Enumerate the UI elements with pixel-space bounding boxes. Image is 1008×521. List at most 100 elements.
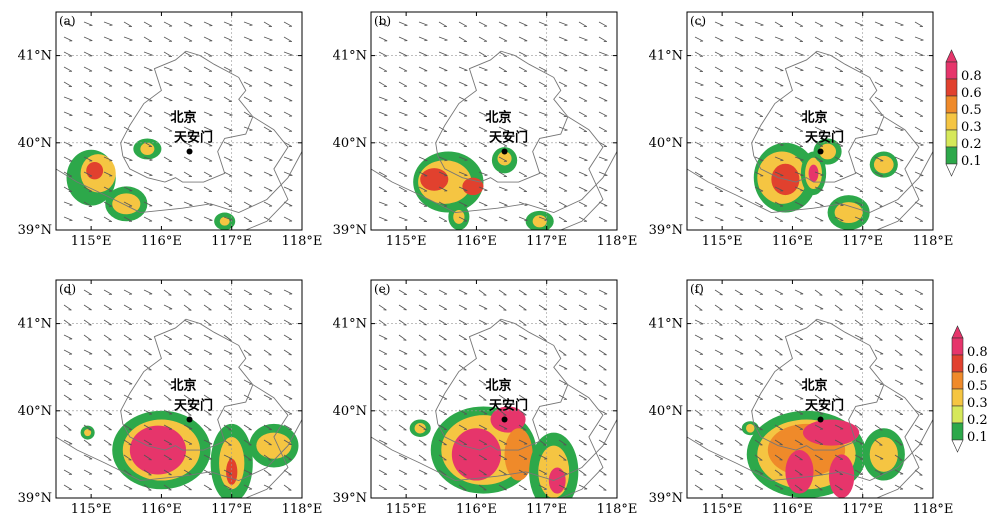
station-marker	[501, 148, 508, 155]
precip-area	[746, 423, 755, 433]
tianjin-boundary	[560, 384, 604, 498]
precip-area	[808, 164, 819, 183]
tianjin-boundary	[876, 116, 920, 230]
precip-area	[490, 406, 526, 433]
tianjin-boundary	[560, 116, 604, 230]
station-label: 天安门	[805, 398, 844, 414]
precip-area	[84, 429, 92, 437]
city-label: 北京	[802, 110, 828, 126]
colorbar-top: 0.8 0.6 0.5 0.3 0.2 0.1	[945, 49, 982, 177]
wind-vectors	[378, 21, 608, 222]
station-marker	[817, 148, 824, 155]
graticule	[687, 280, 933, 498]
station-label: 天安门	[174, 398, 213, 414]
precip-area	[219, 216, 230, 226]
colorbar-swatch	[945, 95, 958, 114]
lon-tick-label: 117°E	[211, 234, 252, 249]
station-label: 天安门	[805, 130, 844, 146]
lat-tick-label: 40°N	[649, 136, 683, 151]
colorbar-label: 0.1	[961, 154, 982, 169]
lat-tick-label: 39°N	[333, 223, 367, 238]
precip-area	[226, 458, 238, 485]
station-label: 天安门	[489, 130, 528, 146]
province-boundaries	[687, 50, 933, 230]
colorbar-arrow	[951, 439, 964, 453]
tianjin-boundary	[245, 384, 289, 498]
colorbar-label: 0.6	[961, 86, 982, 101]
map-frame	[370, 279, 618, 499]
city-label: 北京	[171, 378, 197, 394]
map-frame	[55, 279, 303, 499]
lon-tick-label: 117°E	[842, 234, 883, 249]
panel-label: (a)	[59, 14, 76, 28]
lat-tick-label: 41°N	[18, 317, 52, 332]
colorbar-swatch	[951, 422, 964, 441]
lat-tick-label: 40°N	[649, 404, 683, 419]
lon-tick-label: 116°E	[456, 234, 497, 249]
province-boundaries	[371, 50, 617, 230]
panel-label: (b)	[374, 14, 391, 28]
city-label: 北京	[802, 378, 828, 394]
colorbar-label: 0.5	[961, 103, 982, 118]
colorbar-swatch	[945, 146, 958, 165]
province-boundaries	[56, 318, 302, 498]
precip-area	[548, 467, 566, 494]
lon-tick-label: 118°E	[282, 234, 323, 249]
city-label: 北京	[486, 378, 512, 394]
station-marker	[186, 148, 193, 155]
lat-tick-label: 39°N	[333, 491, 367, 506]
colorbar-swatch	[945, 78, 958, 97]
lat-tick-label: 40°N	[18, 404, 52, 419]
lat-tick-label: 39°N	[18, 491, 52, 506]
station-marker	[186, 416, 193, 423]
precip-area	[86, 161, 104, 180]
lon-tick-label: 117°E	[526, 234, 567, 249]
colorbar-swatch	[951, 354, 964, 373]
map-frame	[686, 11, 934, 231]
map-background	[371, 12, 617, 230]
station-marker	[817, 416, 824, 423]
precip-area	[129, 425, 187, 475]
province-boundaries	[371, 318, 617, 498]
precip-area	[869, 436, 898, 472]
lon-tick-label: 118°E	[597, 234, 638, 249]
hebei-boundary	[687, 419, 933, 482]
lon-tick-label: 118°E	[597, 502, 638, 517]
lat-tick-label: 41°N	[649, 49, 683, 64]
colorbar-label: 0.3	[967, 396, 988, 411]
panel-label: (d)	[59, 282, 76, 296]
precip-area	[256, 432, 292, 459]
lon-tick-label: 116°E	[141, 502, 182, 517]
city-label: 北京	[171, 110, 197, 126]
precip-area	[834, 202, 863, 224]
graticule	[371, 280, 617, 498]
lat-tick-label: 39°N	[649, 223, 683, 238]
lon-tick-label: 115°E	[71, 502, 112, 517]
map-frame	[55, 11, 303, 231]
lon-tick-label: 116°E	[772, 502, 813, 517]
precip-area	[453, 209, 465, 224]
hebei-boundary	[371, 151, 617, 214]
precip-area	[504, 428, 533, 481]
colorbar-swatch	[951, 371, 964, 390]
colorbar-swatch	[951, 405, 964, 424]
hebei-boundary	[371, 419, 617, 482]
precip-area	[873, 155, 894, 174]
lat-tick-label: 41°N	[649, 317, 683, 332]
lat-tick-label: 41°N	[333, 317, 367, 332]
hebei-boundary	[56, 151, 302, 214]
precip-area	[140, 142, 155, 156]
tianjin-boundary	[876, 384, 920, 498]
wind-vectors	[63, 289, 293, 491]
colorbar-label: 0.2	[961, 137, 982, 152]
hebei-boundary	[687, 151, 933, 214]
precip-area	[420, 168, 449, 191]
precip-area	[828, 454, 855, 498]
station-label: 天安门	[489, 398, 528, 414]
lat-tick-label: 39°N	[18, 223, 52, 238]
lon-tick-label: 115°E	[702, 502, 743, 517]
